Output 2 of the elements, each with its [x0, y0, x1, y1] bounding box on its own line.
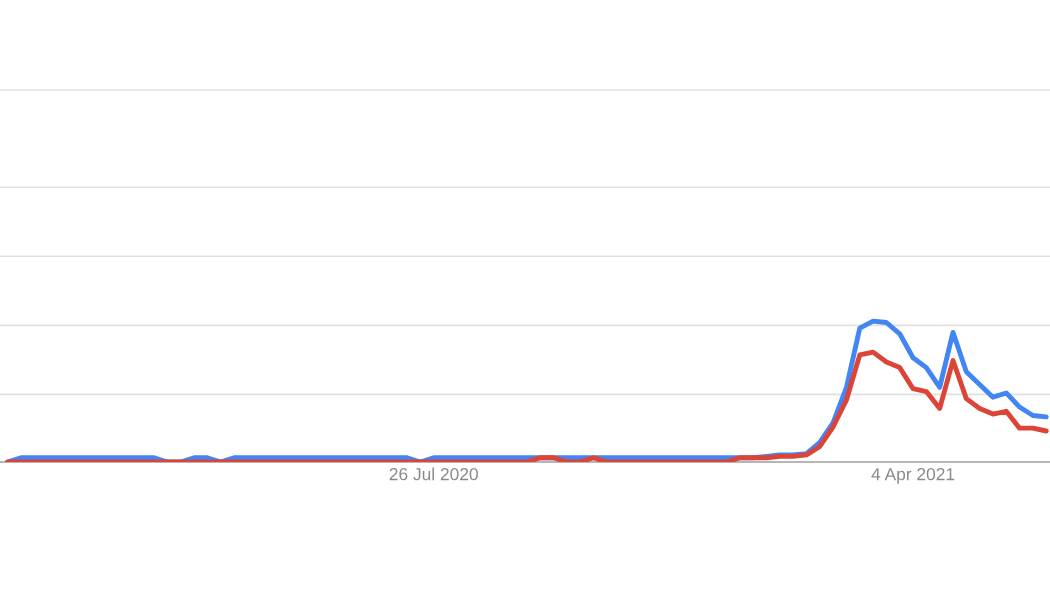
x-tick-label: 26 Jul 2020 — [389, 467, 478, 481]
x-tick-label: 4 Apr 2021 — [871, 468, 955, 484]
